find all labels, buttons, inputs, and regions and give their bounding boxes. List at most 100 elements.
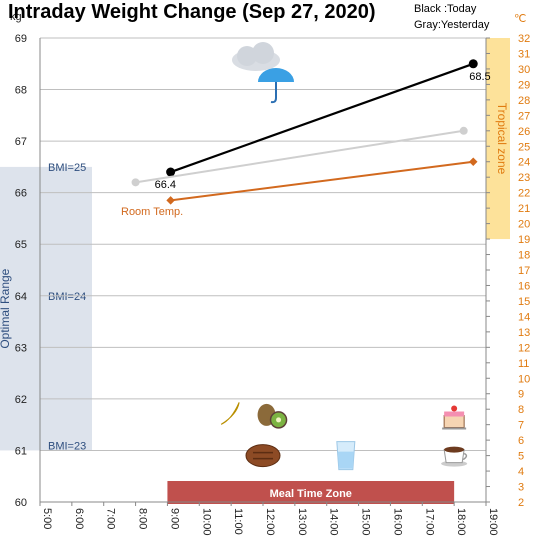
tropical-zone-band [486, 38, 510, 240]
y-right-tick-label: 30 [518, 64, 530, 76]
y-left-tick-label: 61 [15, 445, 27, 457]
bmi-label: BMI=24 [48, 291, 86, 303]
meal-time-zone-bar [167, 481, 455, 504]
series-line-room_temp [170, 160, 474, 202]
y-right-tick-label: 3 [518, 482, 524, 494]
data-series: 66.4 68.5 Room Temp. [121, 59, 491, 218]
y-right-tick-label: 23 [518, 172, 530, 184]
y-right-tick-label: 19 [518, 234, 530, 246]
optimal-range-band [0, 166, 92, 451]
y-left-tick-label: 68 [15, 85, 27, 97]
umbrella-canopy [258, 68, 294, 82]
y-right-tick-label: 26 [518, 126, 530, 138]
water-shape [337, 451, 354, 469]
x-tick-label: 17:00 [423, 508, 435, 536]
y-right-tick-label: 9 [518, 389, 524, 401]
kiwi-core [276, 417, 282, 423]
room-temp-label: Room Temp. [121, 206, 183, 218]
water-glass-icon [336, 441, 356, 471]
x-tick-label: 16:00 [391, 508, 403, 536]
chart-title: Intraday Weight Change (Sep 27, 2020) [8, 1, 376, 23]
banana-shape [220, 402, 240, 425]
cloud-shape [237, 46, 257, 66]
steak-icon [245, 444, 281, 468]
y-right-tick-label: 13 [518, 327, 530, 339]
x-tick-label: 11:00 [232, 508, 244, 535]
x-tick-label: 19:00 [487, 508, 499, 536]
y-right-tick-label: 2 [518, 497, 524, 509]
data-label-today: 68.5 [469, 71, 490, 83]
cake-body [443, 415, 465, 429]
y-right-tick-label: 14 [518, 311, 530, 323]
tropical-zone-label: Tropical zone [495, 103, 509, 175]
coffee [444, 446, 465, 453]
x-tick-label: 5:00 [41, 508, 53, 529]
x-tick-label: 6:00 [73, 508, 85, 529]
y-left-tick-label: 65 [15, 239, 27, 251]
legend-yesterday: Gray:Yesterday [414, 19, 490, 31]
series-line-today [170, 62, 474, 174]
y-right-tick-label: 29 [518, 79, 530, 91]
y-right-tick-label: 15 [518, 296, 530, 308]
x-tick-label: 7:00 [105, 508, 117, 529]
y-left-tick-label: 69 [15, 33, 27, 45]
banana-icon [220, 402, 240, 425]
legend-today: Black :Today [414, 3, 477, 15]
cake-icon [442, 405, 467, 430]
y-right-tick-label: 5 [518, 451, 524, 463]
steak-shape [245, 444, 281, 468]
y-left-tick-label: 64 [15, 291, 27, 303]
y-right-tick-label: 4 [518, 466, 524, 478]
y-left-tick-label: 62 [15, 394, 27, 406]
point-room_temp [469, 157, 478, 166]
point-yesterday [131, 178, 140, 187]
cloud-rain-umbrella-icon [232, 42, 294, 104]
bmi-label: BMI=25 [48, 162, 86, 174]
y-right-tick-label: 24 [518, 157, 530, 169]
y-right-tick-label: 11 [518, 358, 529, 370]
meal-time-zone-label: Meal Time Zone [270, 488, 352, 500]
y-right-tick-label: 18 [518, 250, 530, 262]
cloud-shape [252, 42, 274, 64]
y-right-tick-label: 12 [518, 342, 530, 354]
point-yesterday [459, 126, 468, 135]
y-right-tick-label: 32 [518, 33, 530, 45]
y-right-tick-label: 21 [518, 203, 530, 215]
y-right-tick-label: 6 [518, 435, 524, 447]
series-line-yesterday [135, 129, 464, 184]
y-right-tick-label: 16 [518, 280, 530, 292]
x-tick-label: 15:00 [360, 508, 372, 536]
x-tick-label: 13:00 [296, 508, 308, 536]
y-right-tick-label: 25 [518, 141, 530, 153]
y-right-tick-label: 10 [518, 373, 530, 385]
umbrella-handle [270, 82, 277, 104]
point-today [166, 167, 176, 177]
x-tick-label: 18:00 [455, 508, 467, 536]
y-left-unit: kg [10, 11, 22, 23]
x-tick-label: 12:00 [264, 508, 276, 536]
grill-marks [253, 451, 273, 460]
grid-lines [40, 37, 486, 503]
x-tick-label: 9:00 [168, 508, 180, 529]
bmi-label: BMI=23 [48, 440, 86, 452]
optimal-range-label: Optimal Range [0, 268, 12, 348]
y-right-tick-label: 27 [518, 110, 530, 122]
y-right-tick-label: 31 [518, 48, 530, 60]
x-tick-label: 10:00 [200, 508, 212, 536]
icons [220, 42, 468, 471]
background-bands: Optimal Range BMI=25 BMI=24 BMI=23 Tropical … [0, 38, 510, 504]
kiwi-icon [257, 403, 288, 429]
y-right-tick-label: 8 [518, 404, 524, 416]
y-left-tick-label: 63 [15, 342, 27, 354]
coffee-cup-icon [441, 446, 468, 467]
cake-icing [444, 411, 465, 417]
y-right-tick-label: 7 [518, 420, 524, 432]
y-left-tick-label: 60 [15, 497, 27, 509]
cake-plate [442, 427, 467, 430]
cup-handle [462, 452, 468, 461]
point-room_temp [166, 196, 175, 205]
point-today [468, 59, 478, 69]
y-right-tick-label: 20 [518, 219, 530, 231]
y-left-tick-label: 67 [15, 136, 27, 148]
